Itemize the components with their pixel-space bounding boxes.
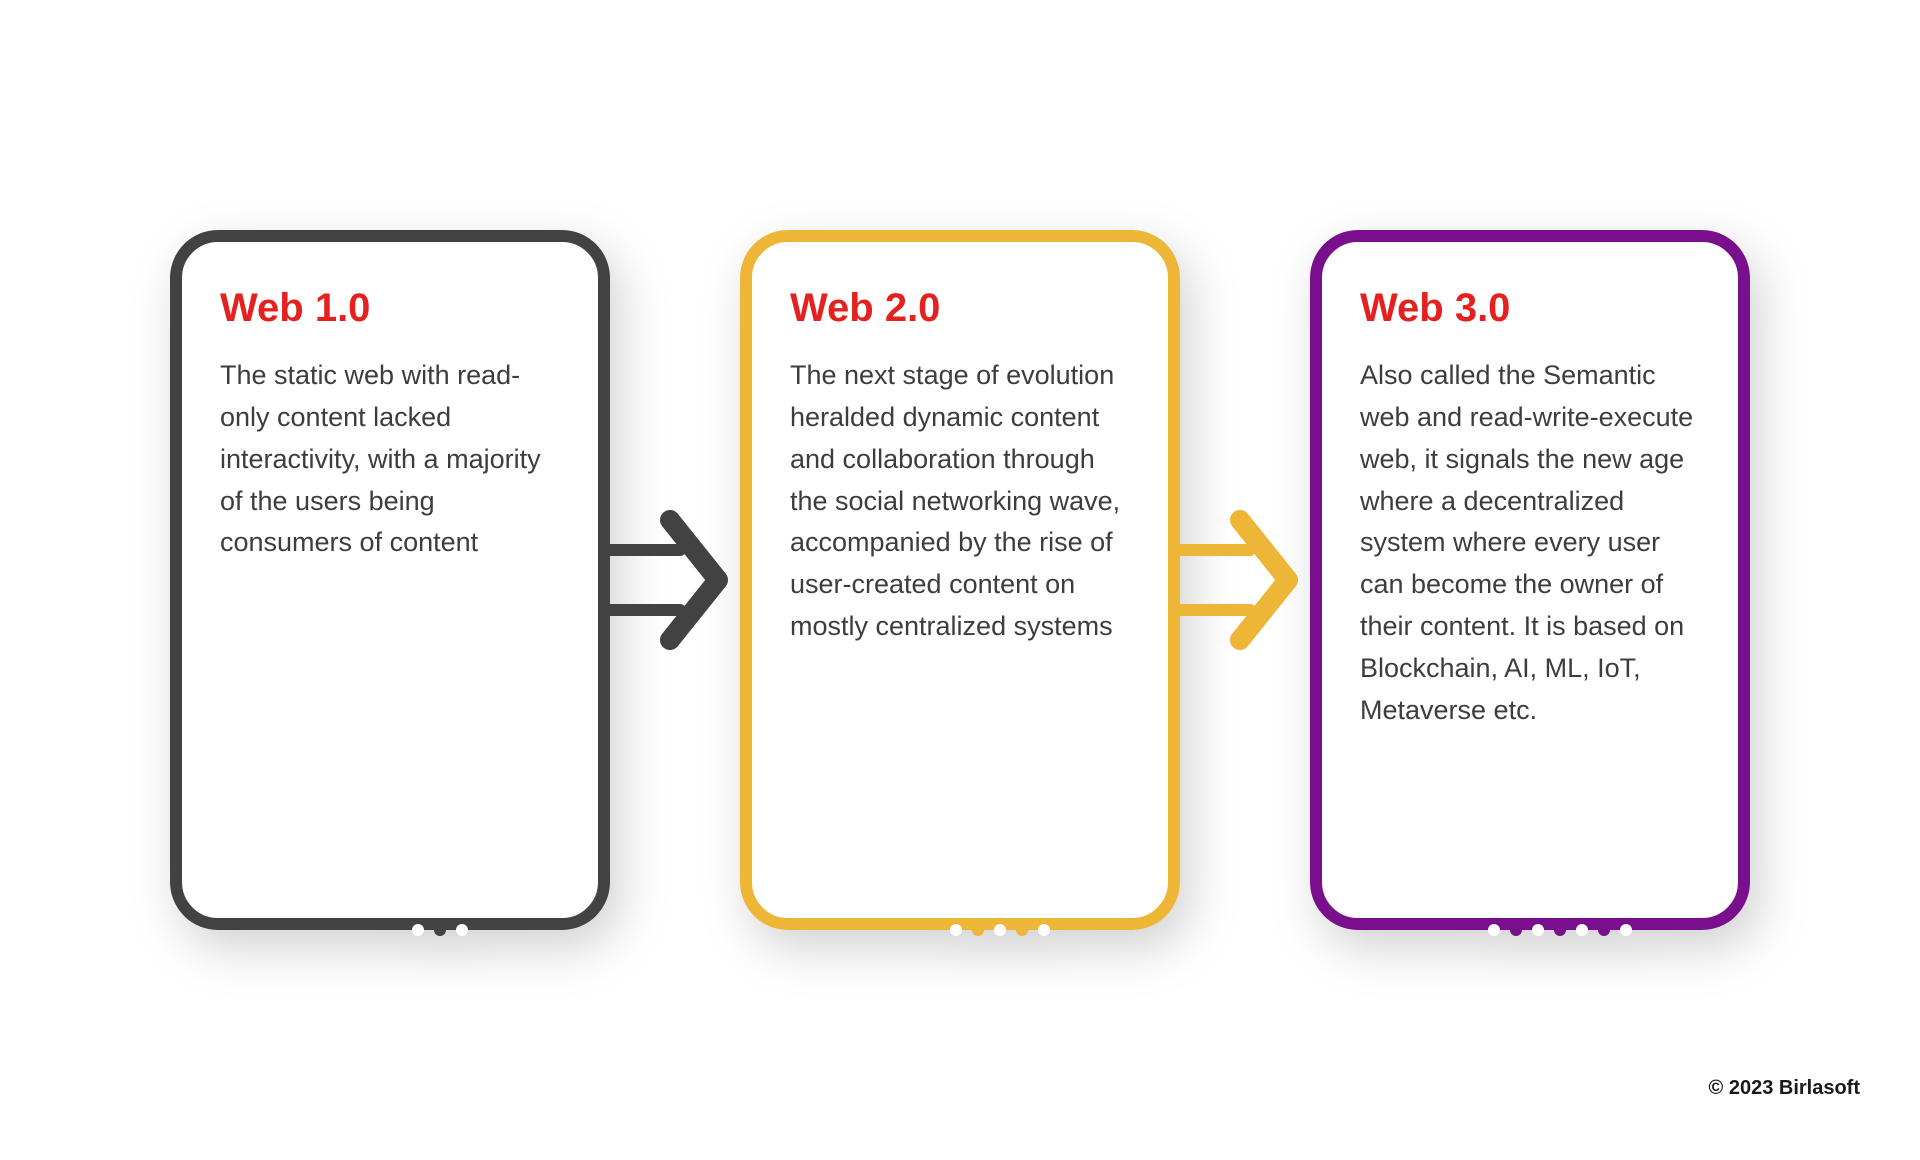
card-title: Web 1.0: [220, 286, 564, 331]
card-web-3: Web 3.0 Also called the Semantic web and…: [1310, 230, 1750, 930]
card-content: Web 1.0 The static web with read-only co…: [170, 230, 610, 930]
card-body: The static web with read-only content la…: [220, 355, 564, 564]
card-web-1: Web 1.0 The static web with read-only co…: [170, 230, 610, 930]
card-content: Web 2.0 The next stage of evolution hera…: [740, 230, 1180, 930]
arrow-2-to-3: [1180, 500, 1310, 660]
diagram-stage: Web 1.0 The static web with read-only co…: [170, 230, 1750, 930]
card-title: Web 3.0: [1360, 286, 1704, 331]
copyright-text: © 2023 Birlasoft: [1709, 1077, 1860, 1100]
card-content: Web 3.0 Also called the Semantic web and…: [1310, 230, 1750, 930]
card-body: Also called the Semantic web and read-wr…: [1360, 355, 1704, 732]
card-title: Web 2.0: [790, 286, 1134, 331]
arrow-1-to-2: [610, 500, 740, 660]
card-web-2: Web 2.0 The next stage of evolution hera…: [740, 230, 1180, 930]
card-body: The next stage of evolution heralded dyn…: [790, 355, 1134, 648]
